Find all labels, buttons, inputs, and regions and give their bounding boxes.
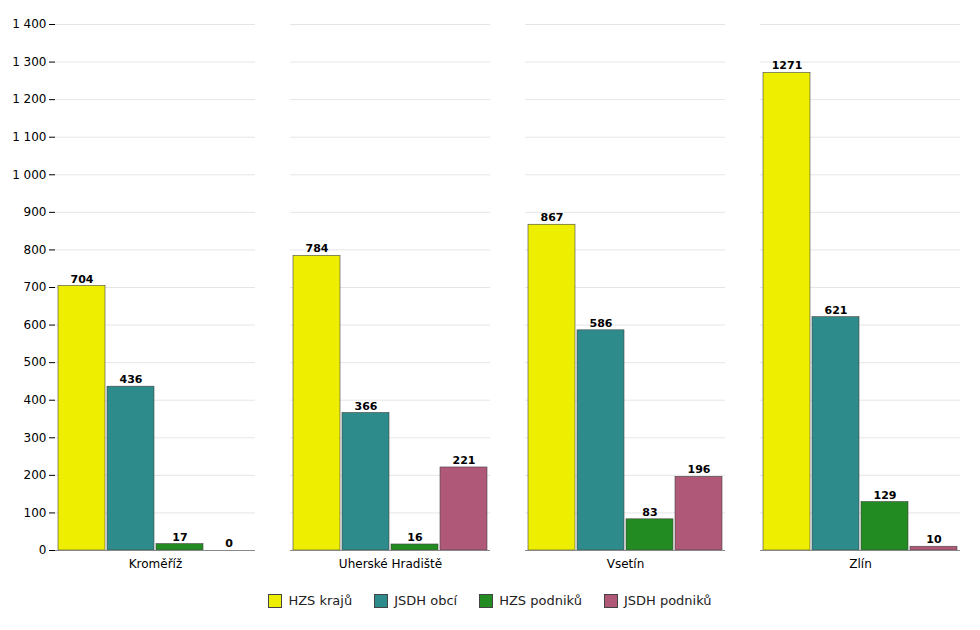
- svg-text:10: 10: [926, 533, 942, 546]
- svg-text:1 300: 1 300: [12, 55, 46, 69]
- svg-text:366: 366: [355, 400, 378, 413]
- svg-text:1271: 1271: [772, 59, 803, 72]
- svg-text:704: 704: [71, 273, 94, 286]
- svg-text:1 000: 1 000: [12, 168, 46, 182]
- svg-text:Uherské Hradiště: Uherské Hradiště: [339, 557, 442, 571]
- svg-text:16: 16: [407, 531, 423, 544]
- svg-text:867: 867: [541, 211, 564, 224]
- svg-text:784: 784: [306, 242, 329, 255]
- svg-text:Vsetín: Vsetín: [607, 557, 645, 571]
- svg-text:200: 200: [24, 468, 47, 482]
- html-text:HZS podniků: HZS podniků: [499, 593, 582, 608]
- svg-text:1 400: 1 400: [12, 17, 46, 31]
- svg-text:0: 0: [39, 543, 47, 557]
- svg-text:900: 900: [24, 205, 47, 219]
- html-text:JSDH podniků: JSDH podniků: [623, 593, 712, 608]
- svg-text:1 200: 1 200: [12, 92, 46, 106]
- svg-text:17: 17: [172, 531, 187, 544]
- svg-text:621: 621: [825, 304, 848, 317]
- svg-text:800: 800: [24, 243, 47, 257]
- svg-text:83: 83: [642, 506, 657, 519]
- svg-text:300: 300: [24, 431, 47, 445]
- html-text:JSDH obcí: JSDH obcí: [394, 593, 458, 608]
- svg-text:586: 586: [590, 317, 613, 330]
- svg-text:700: 700: [24, 280, 47, 294]
- svg-text:221: 221: [453, 454, 476, 467]
- svg-text:Zlín: Zlín: [849, 557, 872, 571]
- svg-text:196: 196: [688, 463, 711, 476]
- svg-text:Kroměříž: Kroměříž: [129, 557, 183, 571]
- svg-text:436: 436: [120, 373, 143, 386]
- svg-text:0: 0: [225, 537, 233, 550]
- svg-text:400: 400: [24, 393, 47, 407]
- svg-text:1 100: 1 100: [12, 130, 46, 144]
- svg-text:500: 500: [24, 355, 47, 369]
- svg-text:100: 100: [24, 506, 47, 520]
- html-text:HZS krajů: HZS krajů: [288, 593, 353, 608]
- svg-text:129: 129: [874, 489, 897, 502]
- svg-text:600: 600: [24, 318, 47, 332]
